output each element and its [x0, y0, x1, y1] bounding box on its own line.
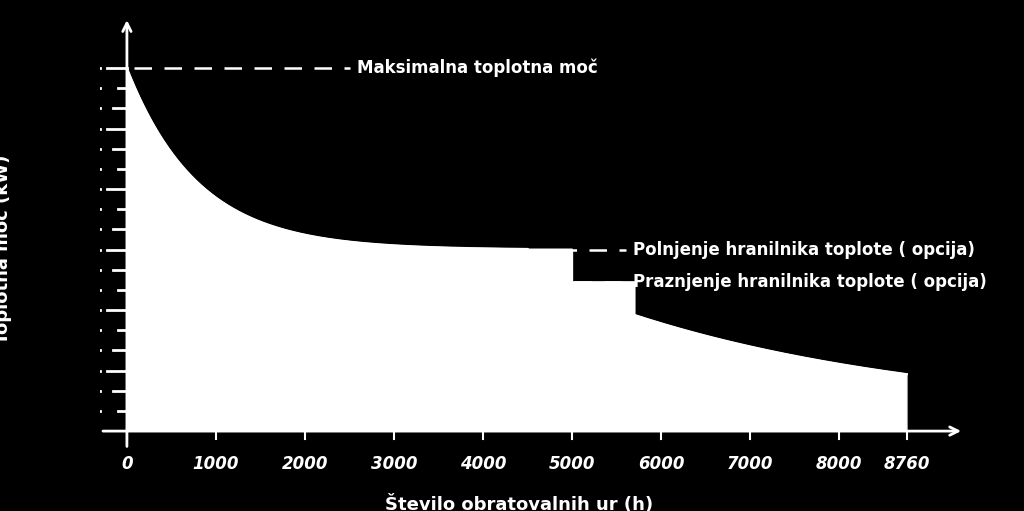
- Text: 2000: 2000: [282, 455, 329, 473]
- Polygon shape: [127, 68, 907, 431]
- Text: 3000: 3000: [371, 455, 418, 473]
- Text: 7000: 7000: [727, 455, 773, 473]
- Text: Praznjenje hranilnika toplote ( opcija): Praznjenje hranilnika toplote ( opcija): [633, 273, 986, 291]
- Text: Toplotna moč (kW): Toplotna moč (kW): [0, 155, 11, 344]
- Text: Maksimalna toplotna moč: Maksimalna toplotna moč: [356, 59, 597, 77]
- Text: 6000: 6000: [638, 455, 684, 473]
- Text: 0: 0: [121, 455, 133, 473]
- Text: 4000: 4000: [460, 455, 506, 473]
- Text: Polnjenje hranilnika toplote ( opcija): Polnjenje hranilnika toplote ( opcija): [633, 241, 975, 259]
- Text: 1000: 1000: [193, 455, 240, 473]
- Text: 5000: 5000: [549, 455, 595, 473]
- Text: Število obratovalnih ur (h): Število obratovalnih ur (h): [385, 495, 652, 511]
- Text: 8000: 8000: [816, 455, 862, 473]
- Text: 8760: 8760: [884, 455, 930, 473]
